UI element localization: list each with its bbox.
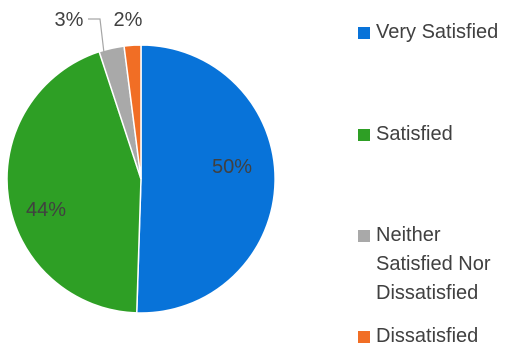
pie-slice-very-satisfied bbox=[135, 44, 276, 314]
legend-label-satisfied: Satisfied bbox=[376, 123, 453, 145]
data-label-very-satisfied: 50% bbox=[212, 156, 252, 178]
legend-swatch-neither bbox=[358, 230, 370, 242]
data-label-satisfied: 44% bbox=[26, 199, 66, 221]
legend-swatch-dissatisfied bbox=[358, 331, 370, 343]
legend-swatch-very-satisfied bbox=[358, 27, 370, 39]
legend-label-dissatisfied: Dissatisfied bbox=[376, 325, 479, 347]
data-label-dissatisfied: 2% bbox=[114, 9, 143, 31]
data-label-neither-satisfied-nor-dissatisfied: 3% bbox=[55, 9, 84, 31]
legend-item-neither: Neither Satisfied Nor Dissatisfied bbox=[358, 221, 521, 308]
legend-label-very-satisfied: Very Satisfied bbox=[376, 21, 499, 43]
pie-slice-satisfied bbox=[6, 50, 142, 314]
legend-item-dissatisfied: Dissatisfied bbox=[358, 322, 521, 351]
pie-slices bbox=[6, 44, 276, 314]
leader-lines bbox=[88, 18, 105, 54]
legend: Very Satisfied Satisfied Neither Satisfi… bbox=[358, 0, 523, 351]
data-labels: 50% 44% 3% 2% bbox=[26, 9, 252, 221]
legend-item-satisfied: Satisfied bbox=[358, 120, 521, 149]
legend-label-neither: Neither Satisfied Nor Dissatisfied bbox=[376, 224, 491, 304]
legend-item-very-satisfied: Very Satisfied bbox=[358, 18, 521, 47]
legend-swatch-satisfied bbox=[358, 129, 370, 141]
pie-slice-dissatisfied bbox=[123, 44, 142, 180]
leader-line-neither-satisfied-nor-dissatisfied bbox=[88, 18, 105, 54]
